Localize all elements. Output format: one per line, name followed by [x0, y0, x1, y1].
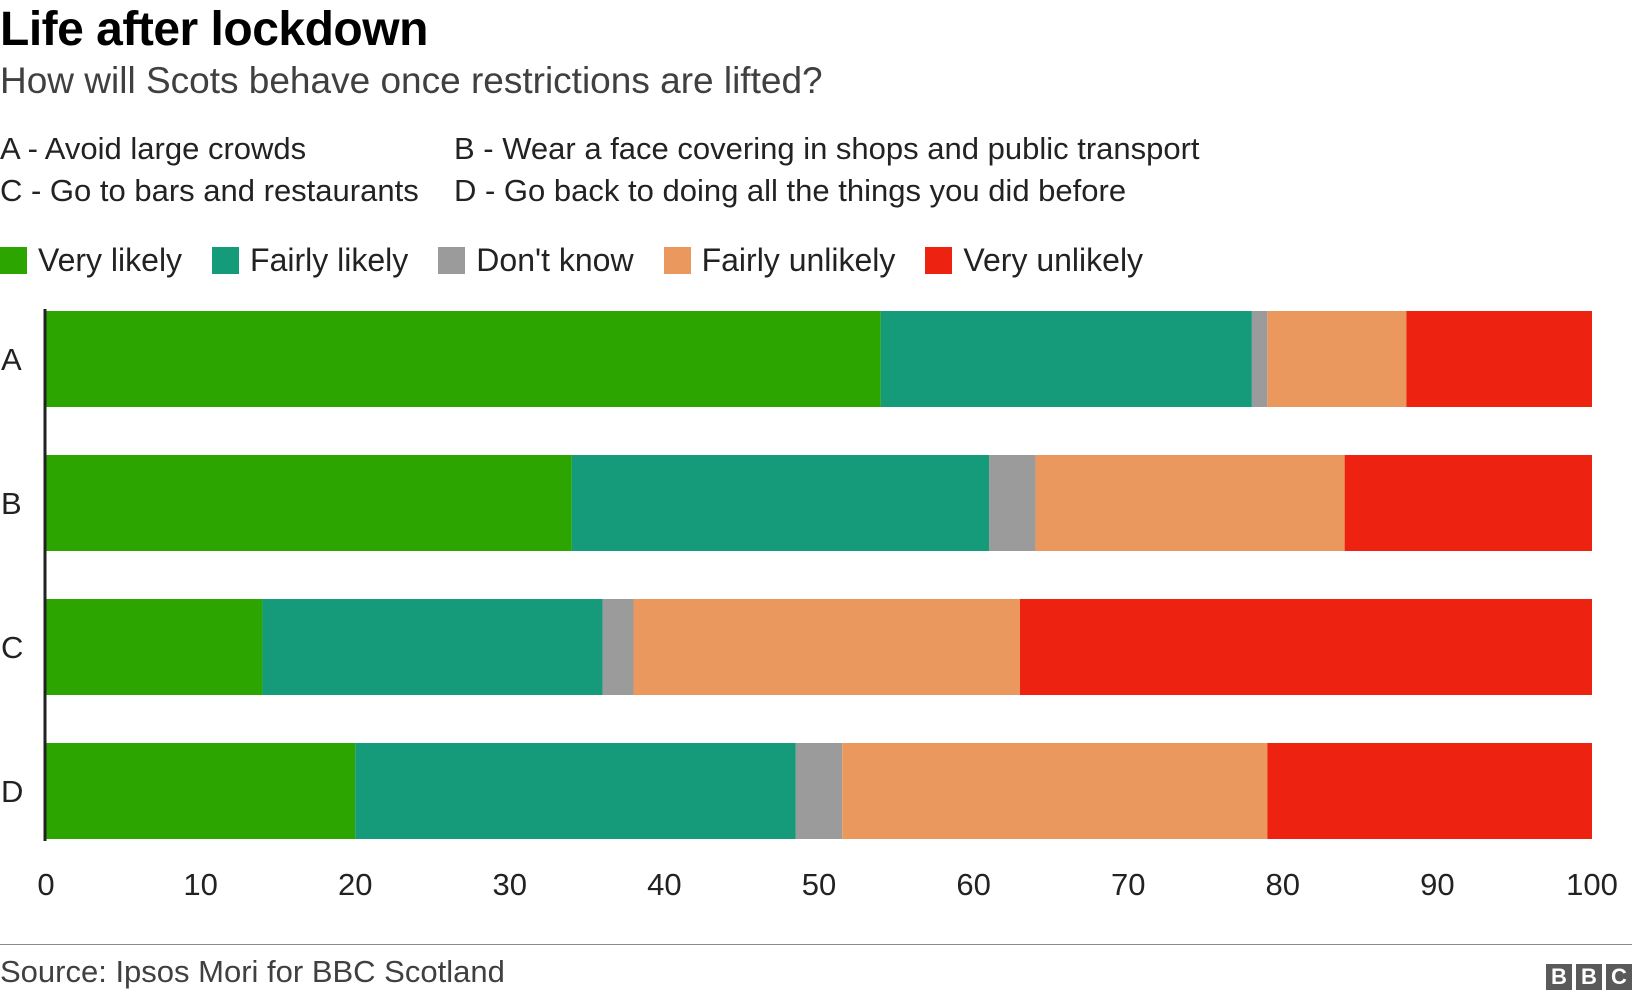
source-note: Source: Ipsos Mori for BBC Scotland — [0, 954, 505, 989]
legend-label: Don't know — [476, 241, 634, 278]
legend-item-fairly-unlikely: Fairly unlikely — [663, 241, 896, 279]
logo-letter: B — [1546, 964, 1572, 990]
x-tick-label: 30 — [493, 867, 527, 902]
bar-segment-b-very-unlikely — [1344, 455, 1592, 551]
x-tick-label: 0 — [37, 867, 54, 902]
bar-segment-c-very-unlikely — [1019, 599, 1592, 695]
bar-segment-b-fairly-unlikely — [1035, 455, 1345, 551]
x-tick-label: 50 — [802, 867, 836, 902]
logo-letter: B — [1576, 964, 1602, 990]
bar-segment-a-fairly-likely — [880, 311, 1252, 407]
legend-swatch — [663, 246, 691, 274]
bar-segment-c-don-t-know — [602, 599, 634, 695]
bar-segment-d-fairly-unlikely — [842, 743, 1268, 839]
legend-swatch — [212, 246, 240, 274]
bar-segment-d-very-likely — [46, 743, 356, 839]
key-item-d: D - Go back to doing all the things you … — [454, 173, 1127, 208]
key-item-a: A - Avoid large crowds — [0, 131, 307, 166]
key-item-b: B - Wear a face covering in shops and pu… — [454, 131, 1200, 166]
category-label: C — [1, 630, 23, 665]
bar-segment-a-don-t-know — [1251, 311, 1268, 407]
footer-divider — [0, 944, 1632, 945]
bar-segment-a-very-likely — [46, 311, 881, 407]
stacked-bar-chart: A B C D 0 10 20 30 40 50 60 70 80 90 100 — [1, 309, 1618, 902]
x-tick-label: 80 — [1266, 867, 1300, 902]
key-item-c: C - Go to bars and restaurants — [0, 173, 419, 208]
legend-label: Fairly unlikely — [701, 241, 896, 278]
bar-segment-c-fairly-unlikely — [633, 599, 1020, 695]
x-tick-label: 60 — [956, 867, 990, 902]
x-tick-label: 40 — [647, 867, 681, 902]
legend-item-fairly-likely: Fairly likely — [212, 242, 408, 279]
x-tick-label: 20 — [338, 867, 372, 902]
legend-item-dont-know: Don't know — [438, 241, 634, 279]
category-label: D — [1, 774, 23, 809]
category-label: A — [1, 342, 22, 377]
bar-segment-c-very-likely — [46, 599, 263, 695]
category-label: B — [1, 486, 22, 521]
bar-segment-b-very-likely — [46, 455, 572, 551]
legend-item-very-unlikely: Very unlikely — [925, 242, 1143, 279]
x-tick-label: 70 — [1111, 867, 1145, 902]
legend-swatch — [0, 246, 27, 274]
x-tick-label: 100 — [1566, 867, 1618, 902]
bar-segment-d-very-unlikely — [1267, 743, 1592, 839]
legend-swatch — [925, 246, 953, 274]
bar-segment-c-fairly-likely — [262, 599, 603, 695]
legend-label: Very likely — [38, 241, 183, 278]
bar-segment-b-fairly-likely — [571, 455, 990, 551]
chart-subtitle: How will Scots behave once restrictions … — [0, 60, 823, 101]
bar-segment-a-very-unlikely — [1406, 311, 1592, 407]
legend-swatch — [438, 246, 466, 274]
x-tick-label: 90 — [1420, 867, 1454, 902]
legend-label: Fairly likely — [250, 241, 409, 278]
bbc-logo: B B C — [1542, 964, 1632, 990]
x-tick-label: 10 — [183, 867, 217, 902]
bar-segment-d-fairly-likely — [355, 743, 796, 839]
legend-label: Very unlikely — [963, 241, 1144, 278]
legend: Very likely Fairly likely Don't know Fai… — [0, 240, 1173, 280]
legend-item-very-likely: Very likely — [0, 242, 182, 279]
chart-title: Life after lockdown — [0, 3, 428, 56]
bar-segment-b-don-t-know — [989, 455, 1036, 551]
bar-segment-d-don-t-know — [795, 743, 843, 839]
bar-segment-a-fairly-unlikely — [1267, 311, 1407, 407]
logo-letter: C — [1606, 964, 1632, 990]
